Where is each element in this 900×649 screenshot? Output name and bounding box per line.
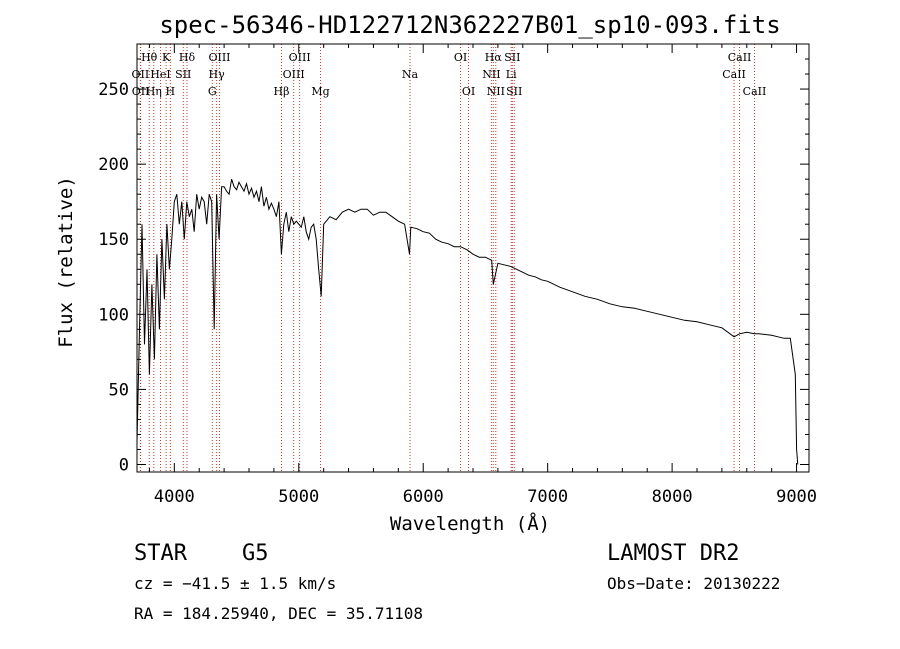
redshift-velocity: cz = −41.5 ± 1.5 km/s bbox=[134, 574, 336, 593]
object-subclass: G5 bbox=[242, 541, 269, 566]
x-tick-label-4: 8000 bbox=[652, 487, 693, 507]
line-label-19: NII bbox=[482, 68, 500, 81]
spectral-line-markers bbox=[139, 44, 755, 472]
line-label-18: OI bbox=[462, 85, 475, 98]
x-tick-label-1: 5000 bbox=[278, 487, 319, 507]
line-label-20: Hα bbox=[485, 51, 503, 64]
observation-date: Obs−Date: 20130222 bbox=[607, 574, 780, 593]
line-label-26: CaII bbox=[728, 51, 752, 64]
line-label-15: Mg bbox=[311, 85, 329, 98]
line-label-12: Hβ bbox=[274, 85, 290, 98]
line-label-25: CaII bbox=[722, 68, 746, 81]
x-tick-label-3: 7000 bbox=[527, 487, 568, 507]
line-label-27: CaII bbox=[743, 85, 767, 98]
spectrum-line bbox=[136, 179, 799, 465]
line-label-10: Hγ bbox=[209, 68, 226, 81]
survey-name: LAMOST DR2 bbox=[607, 541, 739, 566]
line-label-16: Na bbox=[402, 68, 419, 81]
line-label-4: HeI bbox=[150, 68, 170, 81]
axis-ticks bbox=[137, 44, 809, 472]
line-label-23: SII bbox=[504, 51, 520, 64]
plot-frame bbox=[136, 43, 810, 473]
x-tick-label-2: 6000 bbox=[403, 487, 444, 507]
spectral-line-labels: HθOIIOIIHηHeIKHSIIHδGHγOIIIHβOIIIOIIIMgN… bbox=[132, 51, 767, 98]
ra-dec: RA = 184.25940, DEC = 35.71108 bbox=[134, 604, 423, 623]
axis-tick-labels: 4000 5000 6000 7000 8000 9000 0 50 100 150 200 250 bbox=[98, 80, 817, 507]
y-tick-label-1: 50 bbox=[109, 380, 129, 400]
line-label-22: Li bbox=[506, 68, 517, 81]
y-axis-label: Flux (relative) bbox=[55, 176, 77, 348]
line-label-3: Hη bbox=[146, 85, 162, 98]
y-tick-label-3: 150 bbox=[98, 230, 129, 250]
line-label-8: Hδ bbox=[179, 51, 196, 64]
line-label-9: G bbox=[208, 85, 217, 98]
object-class: STAR bbox=[134, 541, 188, 566]
line-label-14: OIII bbox=[289, 51, 311, 64]
x-axis-label: Wavelength (Å) bbox=[390, 512, 550, 535]
line-label-24: SII bbox=[506, 85, 522, 98]
line-label-2: OII bbox=[132, 85, 150, 98]
line-label-6: H bbox=[166, 85, 176, 98]
line-label-21: NII bbox=[487, 85, 505, 98]
line-label-13: OIII bbox=[283, 68, 305, 81]
y-tick-label-5: 250 bbox=[98, 80, 129, 100]
y-tick-label-0: 0 bbox=[119, 455, 129, 475]
line-label-7: SII bbox=[175, 68, 191, 81]
y-tick-label-2: 100 bbox=[98, 305, 129, 325]
line-label-17: OI bbox=[454, 51, 467, 64]
x-tick-label-0: 4000 bbox=[154, 487, 195, 507]
chart-title: spec-56346-HD122712N362227B01_sp10-093.f… bbox=[159, 11, 780, 39]
line-label-5: K bbox=[162, 51, 171, 64]
x-tick-label-5: 9000 bbox=[776, 487, 817, 507]
y-tick-label-4: 200 bbox=[98, 155, 129, 175]
line-label-0: Hθ bbox=[141, 51, 158, 64]
line-label-11: OIII bbox=[208, 51, 230, 64]
